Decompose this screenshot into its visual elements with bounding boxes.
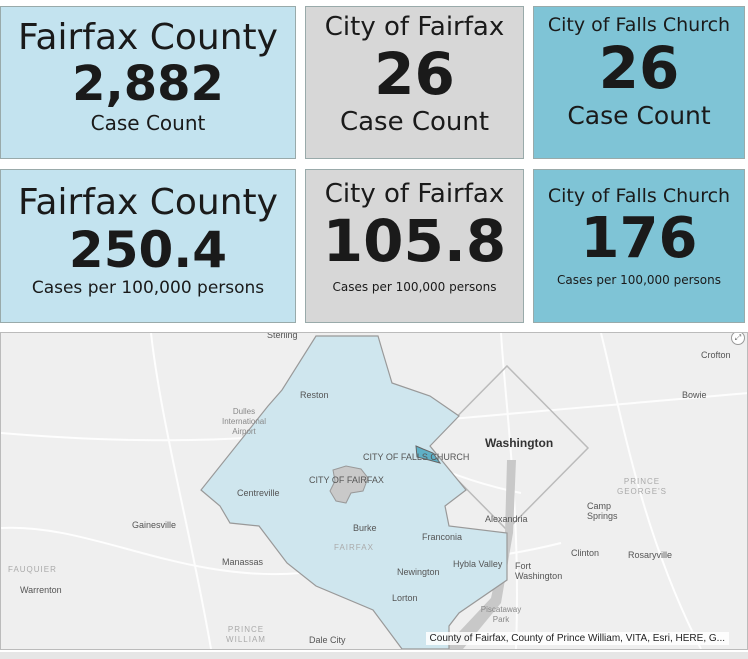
map-label-crofton: Crofton [701,350,731,360]
map-label-rosaryville: Rosaryville [628,550,673,560]
map-label-newington: Newington [397,567,440,577]
map-label-prince-william: PRINCE WILLIAM [226,625,266,644]
map-label-fauquier: FAUQUIER [8,565,57,574]
map-attribution: County of Fairfax, County of Prince Will… [425,632,729,645]
map-label-reston: Reston [300,390,329,400]
tile-value: 2,882 [72,56,224,113]
map-label-sterling: Sterling [267,332,298,340]
map-label-fairfax: FAIRFAX [334,543,374,552]
map-label-warrenton: Warrenton [20,585,62,595]
map-label-franconia: Franconia [422,532,463,542]
map-label-alexandria: Alexandria [485,514,528,524]
map-label-hybla: Hybla Valley [453,559,503,569]
tile-city-of-fairfax-rate: City of Fairfax 105.8 Cases per 100,000 … [305,169,524,323]
tile-title: City of Falls Church [547,185,731,207]
potomac-river [443,460,516,649]
map-label-bowie: Bowie [682,390,707,400]
tile-title: City of Falls Church [547,14,731,36]
tile-city-of-fairfax-case-count: City of Fairfax 26 Case Count [305,6,524,159]
map-label-city-fairfax: CITY OF FAIRFAX [309,475,384,485]
tile-title: City of Fairfax [324,12,505,42]
tile-fairfax-county-rate: Fairfax County 250.4 Cases per 100,000 p… [0,169,296,323]
tile-value: 176 [580,205,698,271]
falls-church-region[interactable] [415,445,442,464]
map-label-clinton: Clinton [571,548,600,558]
map-label-prince-georges: PRINCE GEORGE'S [617,477,667,496]
tile-label: Case Count [339,106,490,137]
map-label-dulles: Dulles International Airport [221,407,267,436]
tile-value: 26 [374,39,455,108]
tile-title: City of Fairfax [324,179,505,209]
map-canvas [1,333,747,649]
map-label-dale-city: Dale City [309,635,346,645]
tile-title: Fairfax County [18,17,278,58]
tile-value: 250.4 [68,221,228,280]
map-label-burke: Burke [353,523,377,533]
map-label-manassas: Manassas [222,557,264,567]
map-label-fort-washington: Fort Washington [515,561,563,581]
tile-label: Case Count [567,100,711,130]
map-label-gainesville: Gainesville [132,520,177,530]
expand-icon[interactable]: ⤢ [731,333,745,345]
tile-label: Cases per 100,000 persons [31,278,265,299]
map[interactable]: Sterling Reston Dulles International Air… [0,332,748,650]
tile-value: 105.8 [322,206,507,275]
scrollbar[interactable] [0,652,748,659]
map-label-lorton: Lorton [392,593,418,603]
tile-falls-church-rate: City of Falls Church 176 Cases per 100,0… [533,169,745,323]
tile-value: 26 [598,33,680,102]
tile-falls-church-case-count: City of Falls Church 26 Case Count [533,6,745,159]
map-label-falls-church: CITY OF FALLS CHURCH [363,452,470,462]
map-label-camp-springs: Camp Springs [587,501,618,521]
tile-title: Fairfax County [18,182,278,223]
tile-label: Case Count [90,111,206,136]
city-of-fairfax-region[interactable] [329,465,369,504]
map-label-piscataway: Piscataway Park [480,605,522,624]
map-label-washington: Washington [485,436,554,450]
tile-label: Cases per 100,000 persons [556,273,721,288]
tile-label: Cases per 100,000 persons [332,279,497,294]
map-label-centreville: Centreville [237,488,280,498]
tile-fairfax-county-case-count: Fairfax County 2,882 Case Count [0,6,296,159]
